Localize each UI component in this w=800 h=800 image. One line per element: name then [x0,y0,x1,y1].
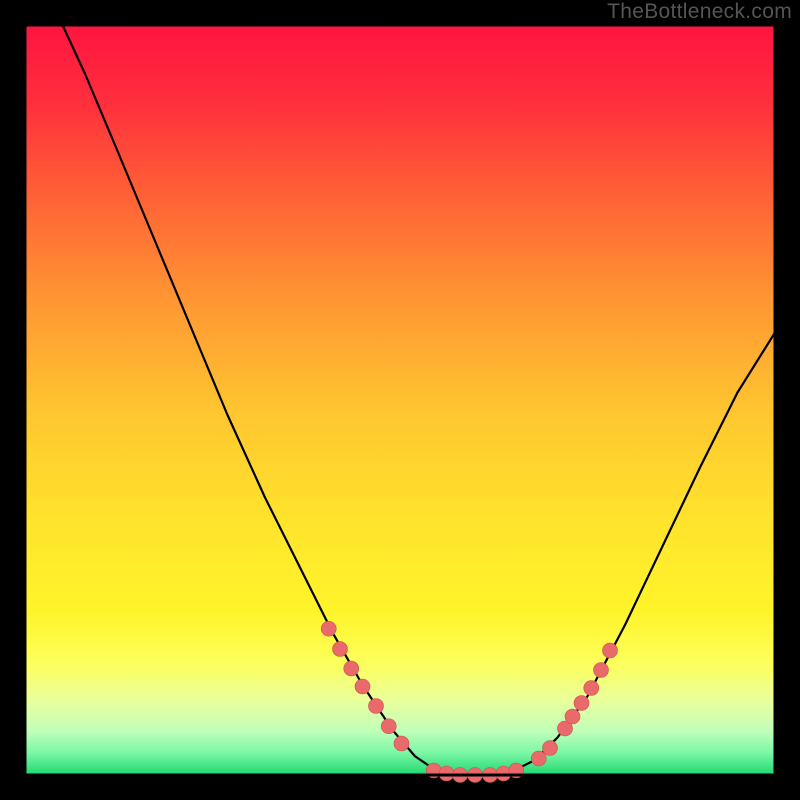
marker-point [531,751,546,766]
marker-point [381,719,396,734]
marker-point [603,643,618,658]
chart-root: { "watermark": { "text": "TheBottleneck.… [0,0,800,800]
marker-point [565,709,580,724]
marker-point [344,661,359,676]
plot-area [25,25,775,775]
marker-point [543,741,558,756]
marker-point [355,679,370,694]
marker-point [584,681,599,696]
watermark-text: TheBottleneck.com [607,0,792,24]
marker-point [574,696,589,711]
marker-point [321,621,336,636]
marker-point [394,736,409,751]
plot-svg [0,0,800,800]
marker-point [369,699,384,714]
marker-point [594,663,609,678]
marker-point [333,642,348,657]
